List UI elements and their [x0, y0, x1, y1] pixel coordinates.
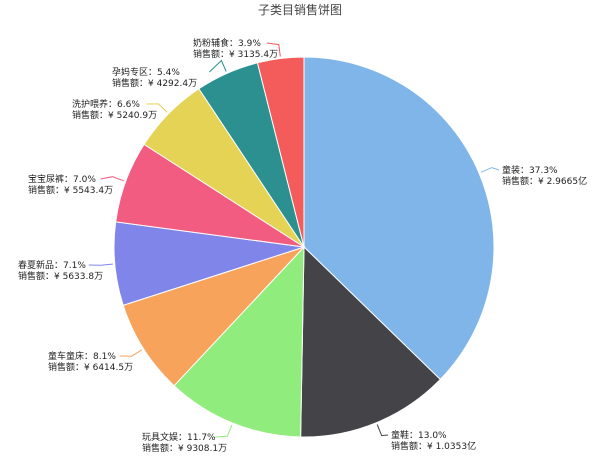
slice-label-name-0: 童装：37.3% [502, 164, 558, 176]
leader-line-3 [119, 349, 143, 357]
slice-label-value-8: 销售额：¥ 3135.4万 [193, 48, 278, 60]
chart-title: 子类目销售饼图 [258, 2, 342, 17]
pie-slice-3[interactable] [122, 245, 306, 387]
slice-label-name-5: 宝宝尿裤：7.0% [28, 173, 96, 185]
leader-line-7 [209, 59, 227, 73]
pie-slices [113, 56, 495, 438]
slice-label-name-2: 玩具文娱：11.7% [142, 431, 216, 443]
slice-label-name-8: 奶粉辅食：3.9% [193, 37, 261, 49]
slice-label-value-0: 销售额：¥ 2.9665亿 [502, 175, 587, 187]
slice-label-value-3: 销售额：¥ 6414.5万 [48, 361, 133, 373]
slice-label-name-6: 洗护喂养：6.6% [72, 98, 140, 110]
pie-slice-2[interactable] [173, 245, 305, 438]
leader-line-6 [146, 103, 168, 113]
pie-slice-8[interactable] [256, 56, 305, 248]
leader-line-2 [215, 424, 233, 438]
slice-label-value-7: 销售额：¥ 4292.4万 [112, 77, 197, 89]
slice-label-name-7: 孕妈专区：5.4% [112, 66, 180, 78]
slice-label-value-1: 销售额：¥ 1.0353亿 [391, 440, 476, 452]
slice-label-value-5: 销售额：¥ 5543.4万 [28, 184, 113, 196]
slice-label-name-3: 童车童床：8.1% [48, 350, 116, 362]
leader-line-5 [100, 176, 124, 182]
leader-line-8 [266, 42, 281, 57]
slice-label-name-4: 春夏新品：7.1% [18, 259, 86, 271]
leader-lines [88, 42, 500, 438]
pie-slice-1[interactable] [300, 245, 441, 438]
leader-line-1 [376, 424, 389, 437]
slice-label-value-6: 销售额：¥ 5240.9万 [72, 109, 157, 121]
slice-label-value-4: 销售额：¥ 5633.8万 [18, 270, 103, 282]
pie-slice-0[interactable] [303, 56, 495, 381]
slice-label-name-1: 童鞋：13.0% [391, 429, 447, 441]
leader-line-4 [88, 263, 113, 266]
leader-line-0 [480, 167, 500, 173]
slice-label-value-2: 销售额：¥ 9308.1万 [142, 442, 227, 454]
